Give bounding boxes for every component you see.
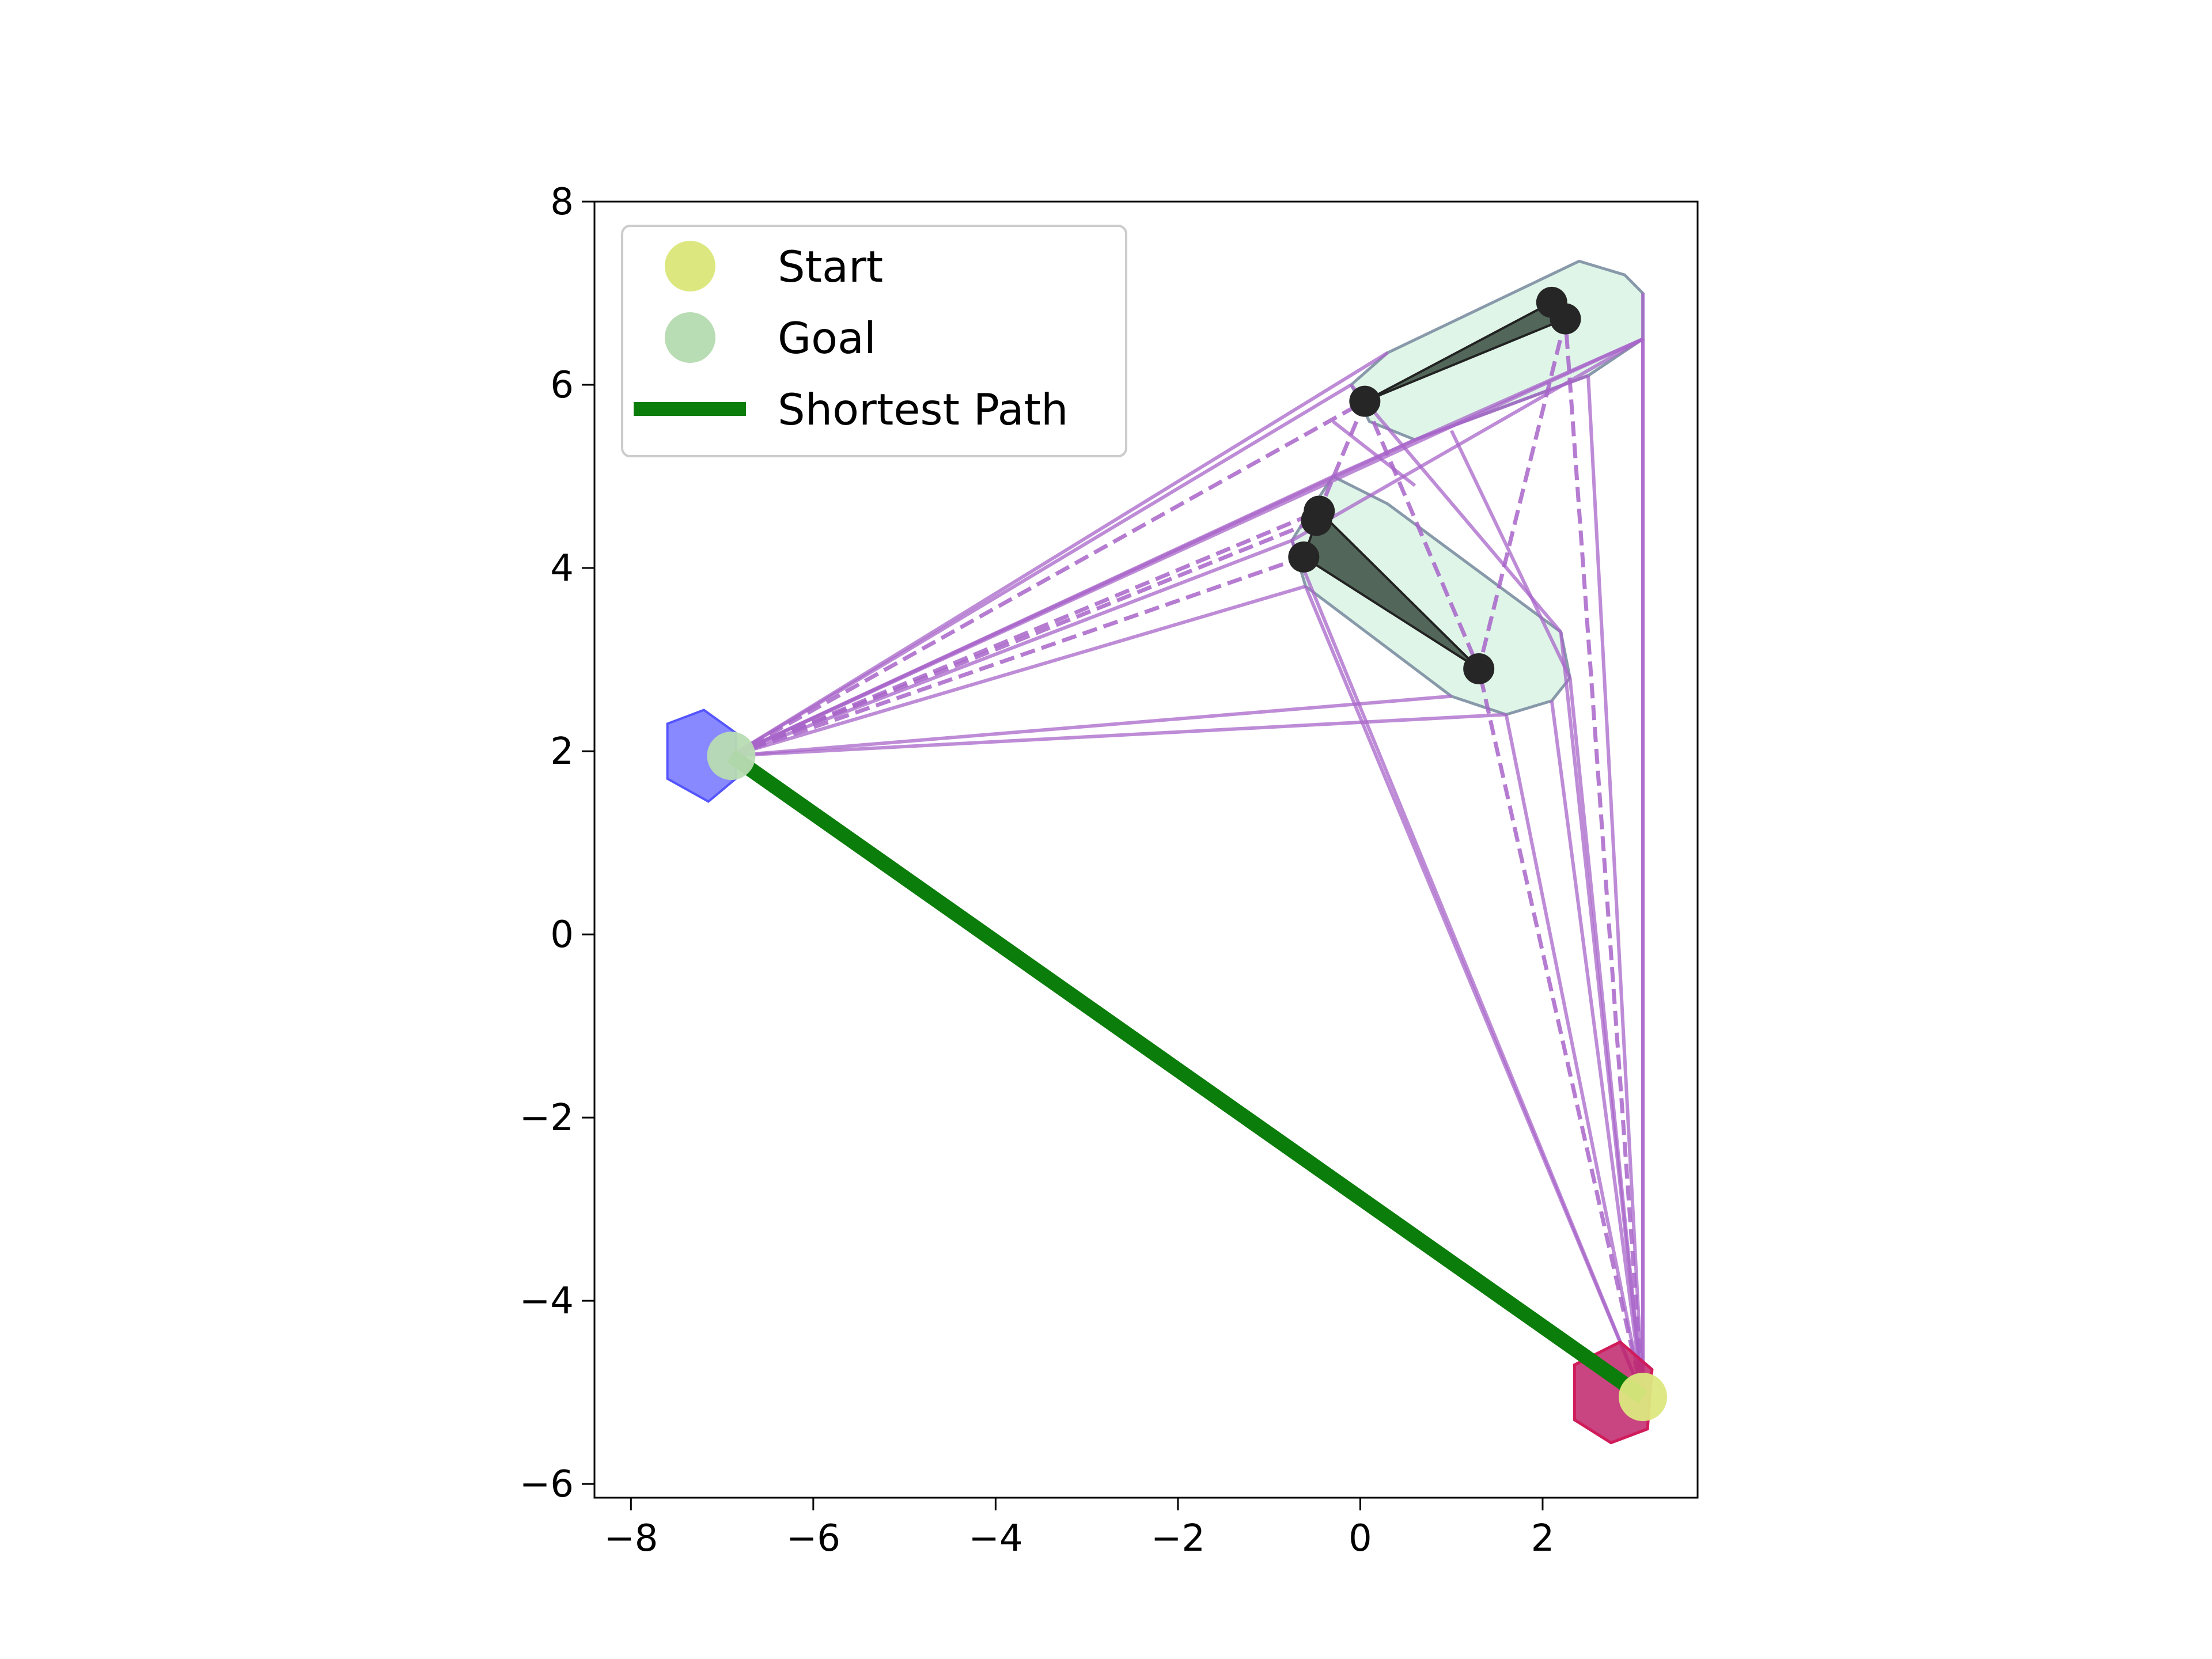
legend-label-2: Shortest Path	[778, 384, 1069, 435]
visibility-edge-2	[730, 383, 1353, 757]
visibility-edge-20	[1449, 430, 1572, 679]
x-tick-label: −6	[786, 1517, 840, 1560]
visibility-edge-18	[1291, 337, 1644, 542]
legend-label-1: Goal	[778, 313, 876, 363]
visibility-edge-23	[1332, 420, 1416, 487]
y-tick-label: −6	[520, 1463, 574, 1506]
obstacle-vertex-0-2	[1550, 303, 1581, 335]
x-tick-label: 2	[1531, 1517, 1555, 1560]
obstacle-vertex-1-2	[1288, 541, 1320, 573]
visibility-edge-dashed-7	[1363, 400, 1481, 670]
visibility-edge-dashed-1	[730, 518, 1317, 758]
visibility-edge-4	[730, 584, 1306, 757]
visibility-edge-dashed-5	[1476, 668, 1645, 1397]
y-tick-label: 0	[550, 914, 574, 956]
y-tick-label: −2	[520, 1097, 574, 1139]
visibility-edge-21	[1350, 384, 1562, 634]
axes-frame	[593, 200, 1699, 1499]
legend-marker-1	[665, 312, 715, 363]
visibility-edge-17	[1290, 540, 1645, 1398]
y-tick-label: 6	[550, 364, 574, 407]
visibility-edge-7	[731, 694, 1452, 758]
start-point	[1619, 1373, 1668, 1422]
visibility-edge-11	[1586, 375, 1645, 1397]
legend-box	[621, 225, 1127, 457]
visibility-edge-dashed-8	[1476, 318, 1567, 669]
visibility-edge-dashed-0	[730, 509, 1320, 758]
visibility-edge-dashed-6	[1317, 400, 1367, 512]
visibility-edge-22	[1414, 374, 1589, 442]
shortest-path-line	[726, 749, 1647, 1403]
visibility-edge-15	[1504, 714, 1645, 1397]
legend-marker-0	[665, 241, 715, 291]
obstacle-vertex-0-0	[1349, 385, 1381, 417]
visibility-edge-dashed-3	[730, 399, 1366, 758]
visibility-edge-dashed-4	[1563, 319, 1645, 1397]
obstacle-vertex-1-3	[1463, 653, 1495, 684]
visibility-edge-13	[1559, 632, 1645, 1397]
legend: Start Goal Shortest Path	[621, 225, 1127, 457]
x-tick-label: −2	[1151, 1517, 1205, 1560]
x-tick-label: 0	[1349, 1517, 1372, 1560]
y-tick-label: −4	[520, 1280, 574, 1323]
visibility-edge-19	[1332, 337, 1644, 478]
y-tick-label: 8	[550, 181, 574, 224]
goal-point	[707, 732, 756, 781]
y-tick-label: 4	[550, 547, 574, 590]
obstacle-vertex-1-1	[1301, 505, 1332, 536]
visibility-edge-dashed-2	[730, 555, 1305, 758]
y-tick-label: 2	[550, 730, 574, 773]
x-tick-label: −4	[968, 1517, 1022, 1560]
x-tick-label: −8	[604, 1517, 658, 1560]
legend-label-0: Start	[778, 241, 883, 292]
visibility-edge-8	[730, 337, 1644, 757]
visibility-edge-14	[1550, 700, 1645, 1397]
visibility-edge-6	[731, 713, 1506, 758]
